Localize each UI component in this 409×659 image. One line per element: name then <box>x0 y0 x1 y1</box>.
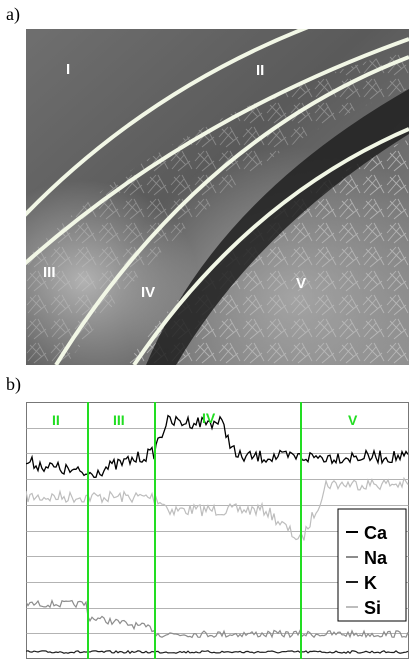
legend-label-k: K <box>364 573 377 593</box>
trace-na <box>26 598 409 639</box>
panel-b-label: b) <box>6 374 21 394</box>
sem-glow-zone-v <box>26 29 409 365</box>
trace-k <box>26 649 409 655</box>
boundary-curve-2 <box>26 37 409 266</box>
legend-label-si: Si <box>364 598 381 618</box>
region-dividers <box>87 402 302 659</box>
legend-label-ca: Ca <box>364 523 388 543</box>
plot-region-label-v: V <box>348 412 358 428</box>
dark-band-iv <box>146 89 409 365</box>
sem-region-label-iv: IV <box>141 284 155 301</box>
linescan-plot: II III IV V Ca Na K Si <box>26 402 409 659</box>
legend-label-na: Na <box>364 548 388 568</box>
boundary-curve-3 <box>54 55 409 365</box>
sem-micrograph: I II III IV V <box>26 29 409 365</box>
plot-region-label-ii: II <box>52 412 60 428</box>
plot-region-label-iv: IV <box>202 410 216 426</box>
legend-box <box>337 508 407 622</box>
boundary-curve-1 <box>26 29 309 217</box>
trace-ca <box>26 414 409 478</box>
element-traces <box>26 414 409 655</box>
boundary-curve-4 <box>132 127 409 365</box>
sem-region-label-i: I <box>66 61 70 78</box>
plot-region-label-iii: III <box>113 412 125 428</box>
sem-region-label-v: V <box>296 275 306 292</box>
legend: Ca Na K Si <box>337 508 407 622</box>
sem-region-label-ii: II <box>256 62 264 79</box>
panel-a-label: a) <box>6 4 20 24</box>
sem-region-label-iii: III <box>43 264 56 281</box>
trace-si <box>26 476 409 541</box>
